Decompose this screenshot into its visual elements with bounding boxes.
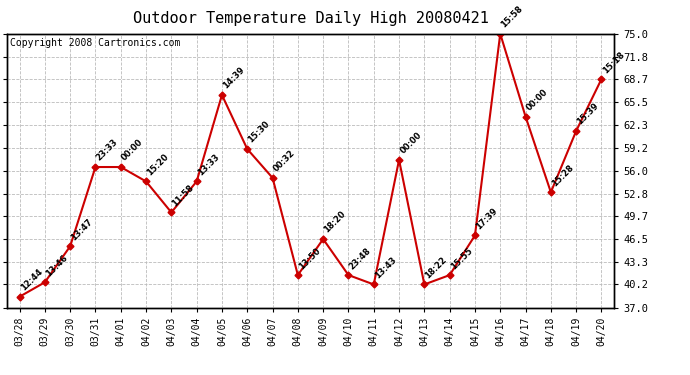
Text: 15:30: 15:30 [246,120,272,145]
Text: 13:46: 13:46 [44,253,69,278]
Text: 13:47: 13:47 [69,217,95,242]
Text: 17:39: 17:39 [474,206,500,231]
Text: 23:33: 23:33 [95,138,120,163]
Text: 00:00: 00:00 [120,138,145,163]
Text: 14:39: 14:39 [221,66,246,91]
Text: 15:58: 15:58 [500,4,524,30]
Text: Outdoor Temperature Daily High 20080421: Outdoor Temperature Daily High 20080421 [132,11,489,26]
Text: 00:00: 00:00 [524,87,550,112]
Text: 15:18: 15:18 [600,50,626,75]
Text: Copyright 2008 Cartronics.com: Copyright 2008 Cartronics.com [10,38,180,48]
Text: 13:43: 13:43 [373,255,398,280]
Text: 00:32: 00:32 [272,148,297,174]
Text: 12:44: 12:44 [19,267,44,292]
Text: 13:50: 13:50 [297,246,322,271]
Text: 00:00: 00:00 [398,130,423,156]
Text: 18:20: 18:20 [322,210,348,235]
Text: 15:20: 15:20 [145,152,170,177]
Text: 11:58: 11:58 [170,183,196,208]
Text: 15:39: 15:39 [575,102,600,127]
Text: 15:28: 15:28 [550,163,575,188]
Text: 15:55: 15:55 [448,246,474,271]
Text: 13:33: 13:33 [196,152,221,177]
Text: 18:22: 18:22 [424,255,448,280]
Text: 23:48: 23:48 [348,246,373,271]
